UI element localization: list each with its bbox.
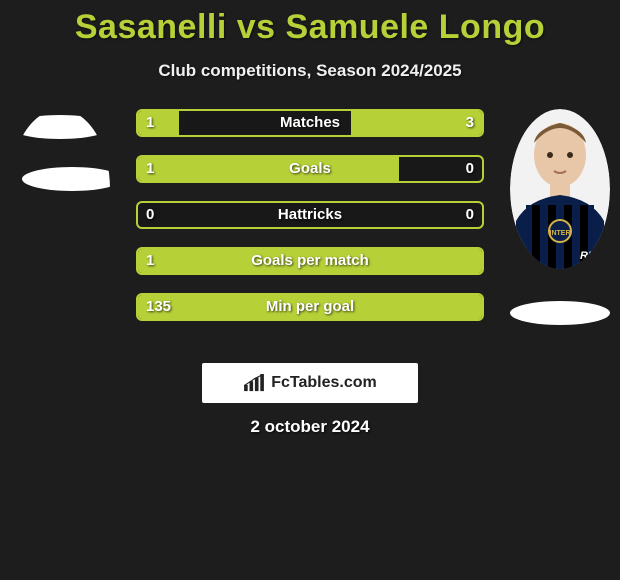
stat-label: Matches: [138, 111, 482, 135]
player-left: [10, 109, 110, 269]
avatar-placeholder-icon: [22, 167, 110, 191]
stat-row: 135Min per goal: [136, 293, 484, 321]
comparison-date: 2 october 2024: [0, 417, 620, 437]
branding-text: FcTables.com: [271, 374, 377, 392]
avatar-shadow-icon: [510, 301, 610, 325]
avatar-right: INTER RELI: [510, 109, 610, 269]
stat-row: 1Goals per match: [136, 247, 484, 275]
avatar-placeholder-icon: [10, 115, 110, 139]
stat-value-right: 0: [466, 203, 474, 227]
player-right: INTER RELI: [510, 109, 610, 269]
bar-chart-icon: [243, 374, 265, 392]
branding-box[interactable]: FcTables.com: [202, 363, 418, 403]
stat-value-right: 0: [466, 157, 474, 181]
svg-text:RELI: RELI: [580, 250, 606, 262]
stat-row: 1Goals0: [136, 155, 484, 183]
stat-value-right: 3: [466, 111, 474, 135]
stat-bars: 1Matches31Goals00Hattricks01Goals per ma…: [136, 109, 484, 339]
stat-row: 1Matches3: [136, 109, 484, 137]
comparison-content: INTER RELI 1Matches31Goals00Hattricks01G…: [0, 109, 620, 349]
stat-row: 0Hattricks0: [136, 201, 484, 229]
comparison-subtitle: Club competitions, Season 2024/2025: [0, 61, 620, 81]
stat-label: Goals: [138, 157, 482, 181]
player-photo-icon: INTER RELI: [510, 109, 610, 269]
stat-label: Goals per match: [138, 249, 482, 273]
comparison-title: Sasanelli vs Samuele Longo: [0, 0, 620, 47]
avatar-left: [10, 109, 110, 269]
stat-label: Min per goal: [138, 295, 482, 319]
stat-label: Hattricks: [138, 203, 482, 227]
svg-text:INTER: INTER: [550, 230, 571, 237]
